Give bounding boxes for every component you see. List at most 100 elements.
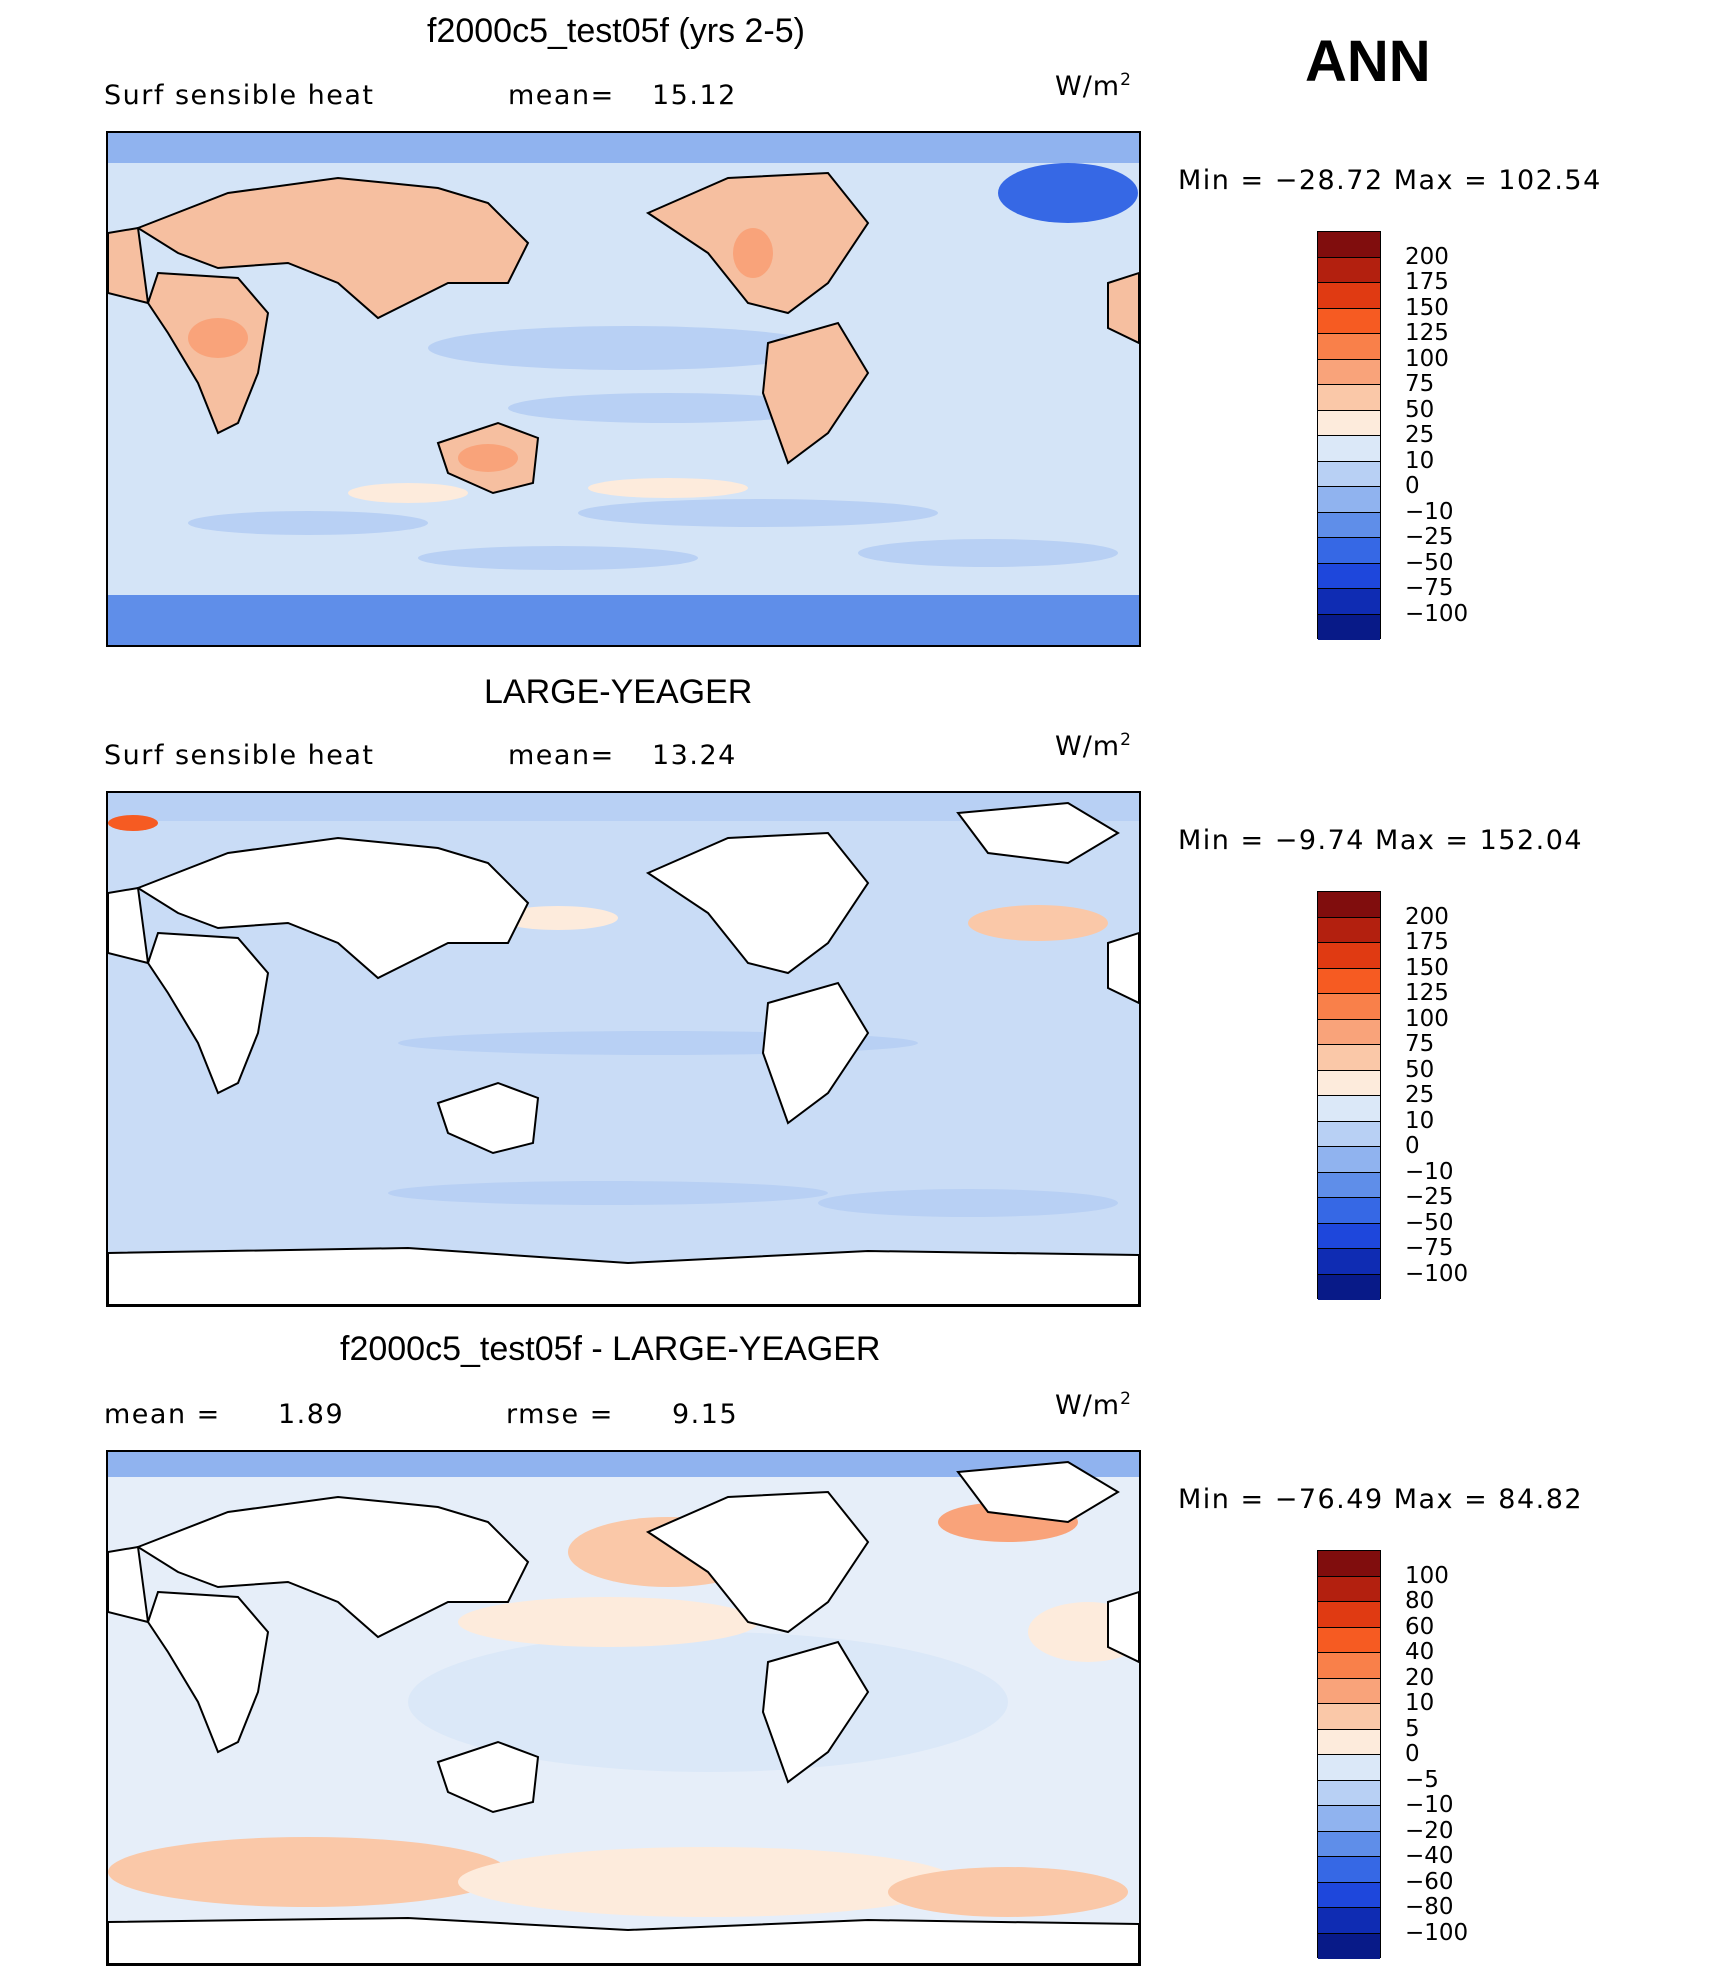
panel-1-map-svg: [108, 133, 1139, 645]
colorbar-swatch: [1318, 257, 1380, 283]
colorbar-swatch: [1318, 1576, 1380, 1602]
colorbar-swatch: [1318, 512, 1380, 538]
colorbar-swatch: [1318, 1627, 1380, 1653]
colorbar-swatch: [1318, 538, 1380, 564]
panel-1-map: [106, 131, 1141, 647]
panel-1-ocean-patch: [858, 539, 1118, 567]
panel-2-ocean-patch: [388, 1181, 828, 1205]
colorbar-swatch: [1318, 1249, 1380, 1275]
panel-1-ocean-patch: [508, 393, 828, 423]
colorbar-tick-label: 10: [1405, 1107, 1435, 1134]
colorbar-swatch: [1318, 1274, 1380, 1300]
panel-2-ocean-patch: [818, 1189, 1118, 1217]
colorbar-swatch: [1318, 1933, 1380, 1959]
colorbar-tick-label: 5: [1405, 1715, 1420, 1742]
panel-3-mean-value: 1.89: [278, 1399, 345, 1430]
colorbar-swatch: [1318, 436, 1380, 462]
panel-1-units: W/m2: [1055, 70, 1132, 102]
panel-3-mean-label: mean =: [104, 1399, 221, 1430]
panel-3-map-svg: [108, 1452, 1139, 1964]
colorbar-swatch: [1318, 308, 1380, 334]
colorbar-tick-label: 150: [1405, 954, 1449, 981]
colorbar-swatch: [1318, 1070, 1380, 1096]
panel-2-colorbar: [1317, 891, 1381, 1300]
colorbar-swatch: [1318, 334, 1380, 360]
panel-2-mean-value: 13.24: [652, 740, 737, 771]
colorbar-tick-label: 100: [1405, 1005, 1449, 1032]
colorbar-tick-label: −20: [1405, 1817, 1454, 1844]
colorbar-swatch: [1318, 487, 1380, 513]
panel-2-units-text: W/m: [1055, 731, 1121, 762]
colorbar-swatch: [1318, 994, 1380, 1020]
colorbar-tick-label: 10: [1405, 1690, 1435, 1716]
colorbar-swatch: [1318, 1653, 1380, 1679]
colorbar-swatch: [1318, 1551, 1380, 1577]
colorbar-tick-label: −100: [1405, 600, 1469, 627]
colorbar-tick-label: 50: [1405, 1056, 1435, 1083]
colorbar-swatch: [1318, 1755, 1380, 1781]
colorbar-swatch: [1318, 1602, 1380, 1628]
panel-3-land: [108, 1460, 1139, 1964]
colorbar-tick-label: 40: [1405, 1639, 1435, 1665]
panel-1-mean-value: 15.12: [652, 80, 737, 111]
colorbar-tick-label: 75: [1405, 1031, 1435, 1057]
panel-1-ocean-patch: [188, 511, 428, 535]
panel-3-ocean-patch: [458, 1597, 758, 1647]
colorbar-tick-label: −75: [1405, 1235, 1454, 1261]
panel-3-ocean-patch: [888, 1867, 1128, 1917]
panel-3-ocean-patch: [108, 1837, 508, 1907]
panel-2-land: [108, 801, 1139, 1305]
colorbar-tick-label: −60: [1405, 1868, 1454, 1895]
panel-2-gulfstream: [968, 905, 1108, 941]
panel-1-ocean-patch: [418, 546, 698, 570]
panel-1-antarctic-band: [108, 595, 1139, 645]
colorbar-tick-label: 20: [1405, 1664, 1435, 1691]
panel-2-hotspot: [108, 815, 158, 831]
colorbar-tick-label: 25: [1405, 1082, 1435, 1108]
panel-1-variable: Surf sensible heat: [104, 80, 375, 111]
colorbar-swatch: [1318, 1096, 1380, 1122]
panel-1-arctic-band: [108, 133, 1139, 163]
colorbar-swatch: [1318, 1045, 1380, 1071]
colorbar-swatch: [1318, 1678, 1380, 1704]
colorbar-tick-label: 200: [1405, 903, 1449, 930]
colorbar-swatch: [1318, 232, 1380, 258]
colorbar-swatch: [1318, 968, 1380, 994]
panel-3-map: [106, 1450, 1141, 1966]
colorbar-swatch: [1318, 563, 1380, 589]
colorbar-tick-label: −40: [1405, 1843, 1454, 1869]
panel-3-minmax: Min = −76.49 Max = 84.82: [1178, 1484, 1584, 1515]
colorbar-tick-label: −10: [1405, 1158, 1454, 1185]
colorbar-swatch: [1318, 1857, 1380, 1883]
colorbar-tick-label: 200: [1405, 243, 1449, 270]
panel-3-units-text: W/m: [1055, 1390, 1121, 1421]
colorbar-tick-label: 125: [1405, 320, 1449, 346]
panel-3-ocean-patch: [458, 1847, 958, 1917]
colorbar-tick-label: −50: [1405, 549, 1454, 576]
colorbar-swatch: [1318, 1172, 1380, 1198]
colorbar-tick-label: 0: [1405, 1741, 1420, 1767]
panel-3-title: f2000c5_test05f - LARGE-YEAGER: [340, 1330, 881, 1368]
colorbar-swatch: [1318, 589, 1380, 615]
colorbar-tick-label: −10: [1405, 1792, 1454, 1818]
panel-3-rmse-value: 9.15: [672, 1399, 739, 1430]
panel-3-rmse-label: rmse =: [506, 1399, 614, 1430]
colorbar-tick-label: 175: [1405, 929, 1449, 955]
colorbar-swatch: [1318, 1729, 1380, 1755]
colorbar-swatch: [1318, 1831, 1380, 1857]
panel-2-minmax: Min = −9.74 Max = 152.04: [1178, 825, 1584, 856]
colorbar-tick-label: −80: [1405, 1894, 1454, 1920]
panel-1-land-hot: [188, 228, 773, 472]
panel-3-ocean-patch: [408, 1632, 1008, 1772]
colorbar-swatch: [1318, 461, 1380, 487]
colorbar-swatch: [1318, 1147, 1380, 1173]
panel-1-minmax: Min = −28.72 Max = 102.54: [1178, 165, 1602, 196]
panel-1-ocean-patch: [348, 483, 468, 503]
colorbar-tick-label: −5: [1405, 1766, 1439, 1793]
colorbar-tick-label: 0: [1405, 473, 1420, 499]
colorbar-swatch: [1318, 1121, 1380, 1147]
colorbar-swatch: [1318, 614, 1380, 640]
colorbar-tick-label: −10: [1405, 498, 1454, 525]
colorbar-tick-label: 150: [1405, 294, 1449, 321]
panel-2-title: LARGE-YEAGER: [484, 673, 753, 711]
